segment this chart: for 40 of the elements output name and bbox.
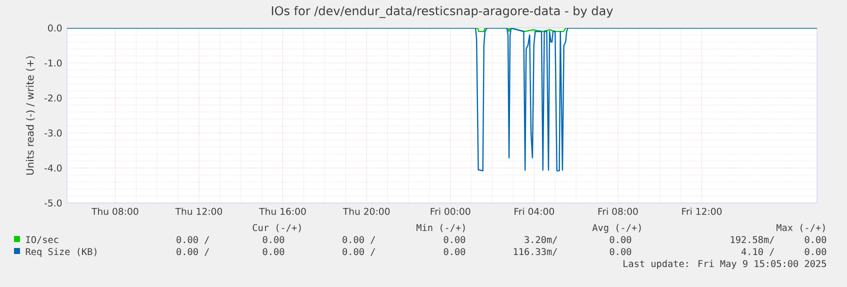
y-tick-label: -5.0 [44,199,62,207]
text: 0.00 [804,248,826,256]
text: 116.33m/ [514,248,558,256]
chart-title: IOs for /dev/endur_data/resticsnap-aragore-data - by day [272,6,613,18]
y-tick-label: -4.0 [44,164,62,172]
x-tick-label: Fri 12:00 [682,208,722,215]
text: 0.00 [804,236,826,244]
text: Max (-/+) [776,224,825,232]
y-tick-label: -3.0 [44,129,62,137]
y-axis-title: Units read (-) / write (+) [26,56,35,175]
y-tick-label: 0.0 [48,24,62,32]
text: Min (-/+) [416,224,465,232]
text: Avg (-/+) [592,224,641,234]
x-tick-label: Thu 20:00 [342,208,390,215]
text: 0.00 [262,248,284,256]
x-tick-label: Thu 16:00 [259,208,306,215]
x-tick-label: Thu 08:00 [91,208,138,215]
text: 0.00 [610,236,632,244]
text: Cur (-/+) [252,224,301,232]
text: 0.00 / [342,248,376,256]
y-tick-label: -1.0 [44,59,62,67]
text: 0.00 / [176,248,210,256]
text: 0.00 [444,248,466,256]
text: 0.00 / [342,236,376,244]
x-tick-label: Thu 12:00 [175,208,222,215]
text: 0.00 [444,236,466,244]
text: 192.58m/ [730,236,774,244]
line-series [67,28,817,172]
text: 0.00 [262,236,284,244]
y-tick-label: -2.0 [44,94,62,102]
text: 0.00 / [176,236,210,244]
text: 3.20m/ [524,236,558,244]
legend-label: IO/sec [26,236,58,244]
x-tick-label: Fri 04:00 [514,208,554,215]
legend-label: Req Size (KB) [26,248,96,257]
x-tick-label: Fri 08:00 [598,208,638,215]
x-tick-label: Fri 00:00 [430,208,470,215]
text: Last update: Fri May 9 15:05:00 2025 [624,260,826,269]
text: 4.10 / [741,248,774,256]
text: 0.00 [610,248,632,256]
